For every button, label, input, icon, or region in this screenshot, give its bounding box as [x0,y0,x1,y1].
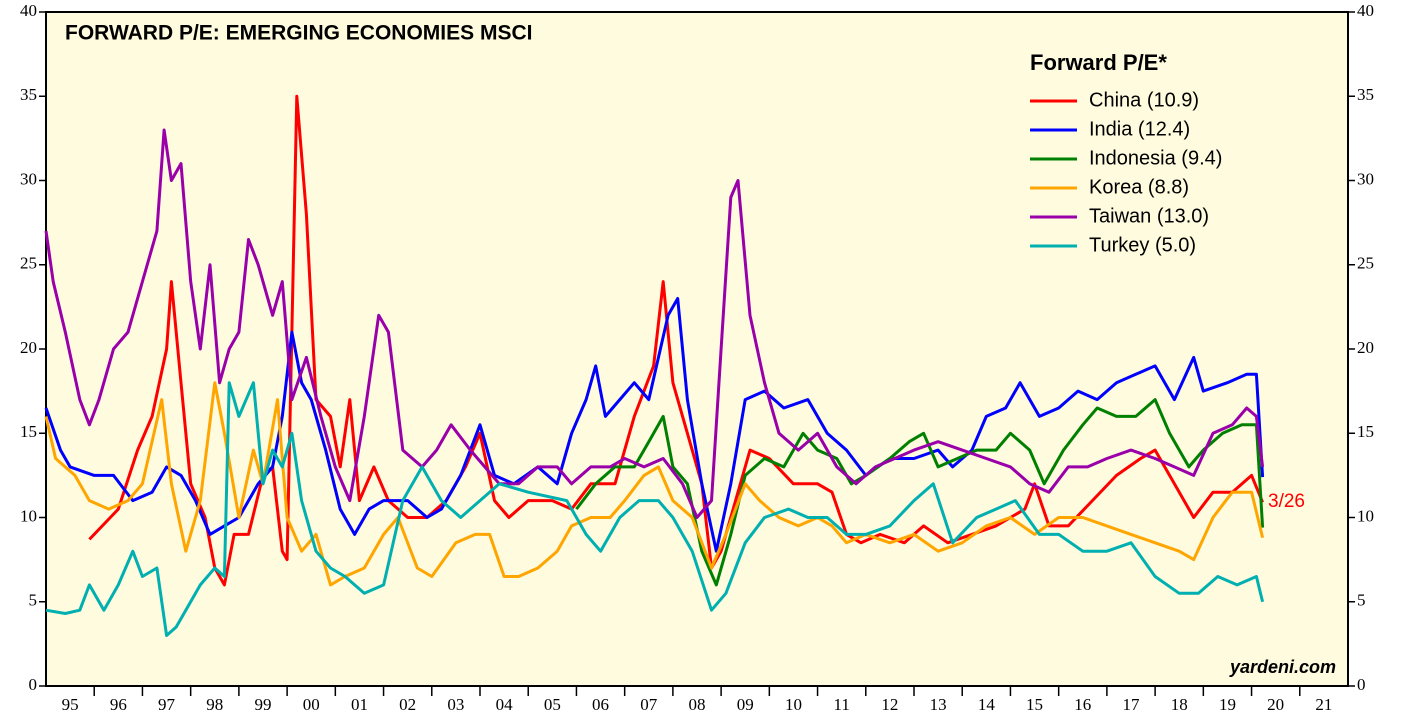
x-tick-label: 02 [399,695,416,714]
series-line [44,381,1265,587]
x-tick-label: 99 [255,695,272,714]
y2-tick-label: 15 [1357,422,1374,441]
x-tick-label: 04 [496,695,514,714]
y-tick-label: 10 [20,506,37,525]
x-tick-label: 98 [206,695,223,714]
plot-lines [44,94,1265,637]
x-tick-label: 21 [1315,695,1332,714]
series-line [44,128,1265,519]
x-tick-label: 97 [158,695,176,714]
x-tick-label: 18 [1171,695,1188,714]
y2-tick-label: 40 [1357,1,1374,20]
y-tick-label: 25 [20,254,37,273]
legend-title: Forward P/E* [1030,50,1167,75]
y-tick-label: 20 [20,338,37,357]
series-line [575,398,1265,587]
x-tick-label: 13 [930,695,947,714]
y2-tick-label: 10 [1357,506,1374,525]
series-line [45,381,1265,637]
y2-tick-label: 5 [1357,591,1366,610]
legend-label: Taiwan (13.0) [1089,205,1209,227]
y2-tick-label: 20 [1357,338,1374,357]
x-tick-label: 05 [544,695,561,714]
x-tick-label: 10 [785,695,802,714]
series-line [44,297,1265,553]
x-tick-label: 12 [881,695,898,714]
legend-label: Korea (8.8) [1089,176,1189,198]
x-tick-label: 14 [978,695,996,714]
x-tick-label: 16 [1074,695,1091,714]
legend-label: Indonesia (9.4) [1089,147,1222,169]
y-tick-label: 40 [20,1,37,20]
x-tick-label: 19 [1219,695,1236,714]
series-line [88,94,1264,587]
x-tick-label: 06 [592,695,609,714]
x-tick-label: 03 [447,695,464,714]
x-tick-label: 96 [110,695,127,714]
y2-tick-label: 25 [1357,254,1374,273]
x-tick-label: 01 [351,695,368,714]
y-tick-label: 0 [29,675,38,694]
x-tick-label: 11 [833,695,849,714]
y-tick-label: 35 [20,85,37,104]
x-tick-label: 95 [62,695,79,714]
legend-label: Turkey (5.0) [1089,234,1196,256]
x-tick-label: 09 [737,695,754,714]
annotation: 3/26 [1268,491,1305,512]
plot-area [45,11,1349,687]
y-tick-label: 15 [20,422,37,441]
x-tick-label: 15 [1026,695,1043,714]
x-tick-label: 07 [640,695,658,714]
y-tick-label: 30 [20,169,37,188]
source-note: yardeni.com [1229,657,1336,677]
y2-tick-label: 35 [1357,85,1374,104]
legend-label: India (12.4) [1089,118,1190,140]
x-tick-label: 00 [303,695,320,714]
y2-tick-label: 30 [1357,169,1374,188]
y-tick-label: 5 [29,591,38,610]
y2-tick-label: 0 [1357,675,1366,694]
x-tick-label: 20 [1267,695,1284,714]
chart-title: FORWARD P/E: EMERGING ECONOMIES MSCI [65,22,532,45]
x-tick-label: 08 [689,695,706,714]
legend-label: China (10.9) [1089,89,1199,111]
x-tick-label: 17 [1123,695,1141,714]
